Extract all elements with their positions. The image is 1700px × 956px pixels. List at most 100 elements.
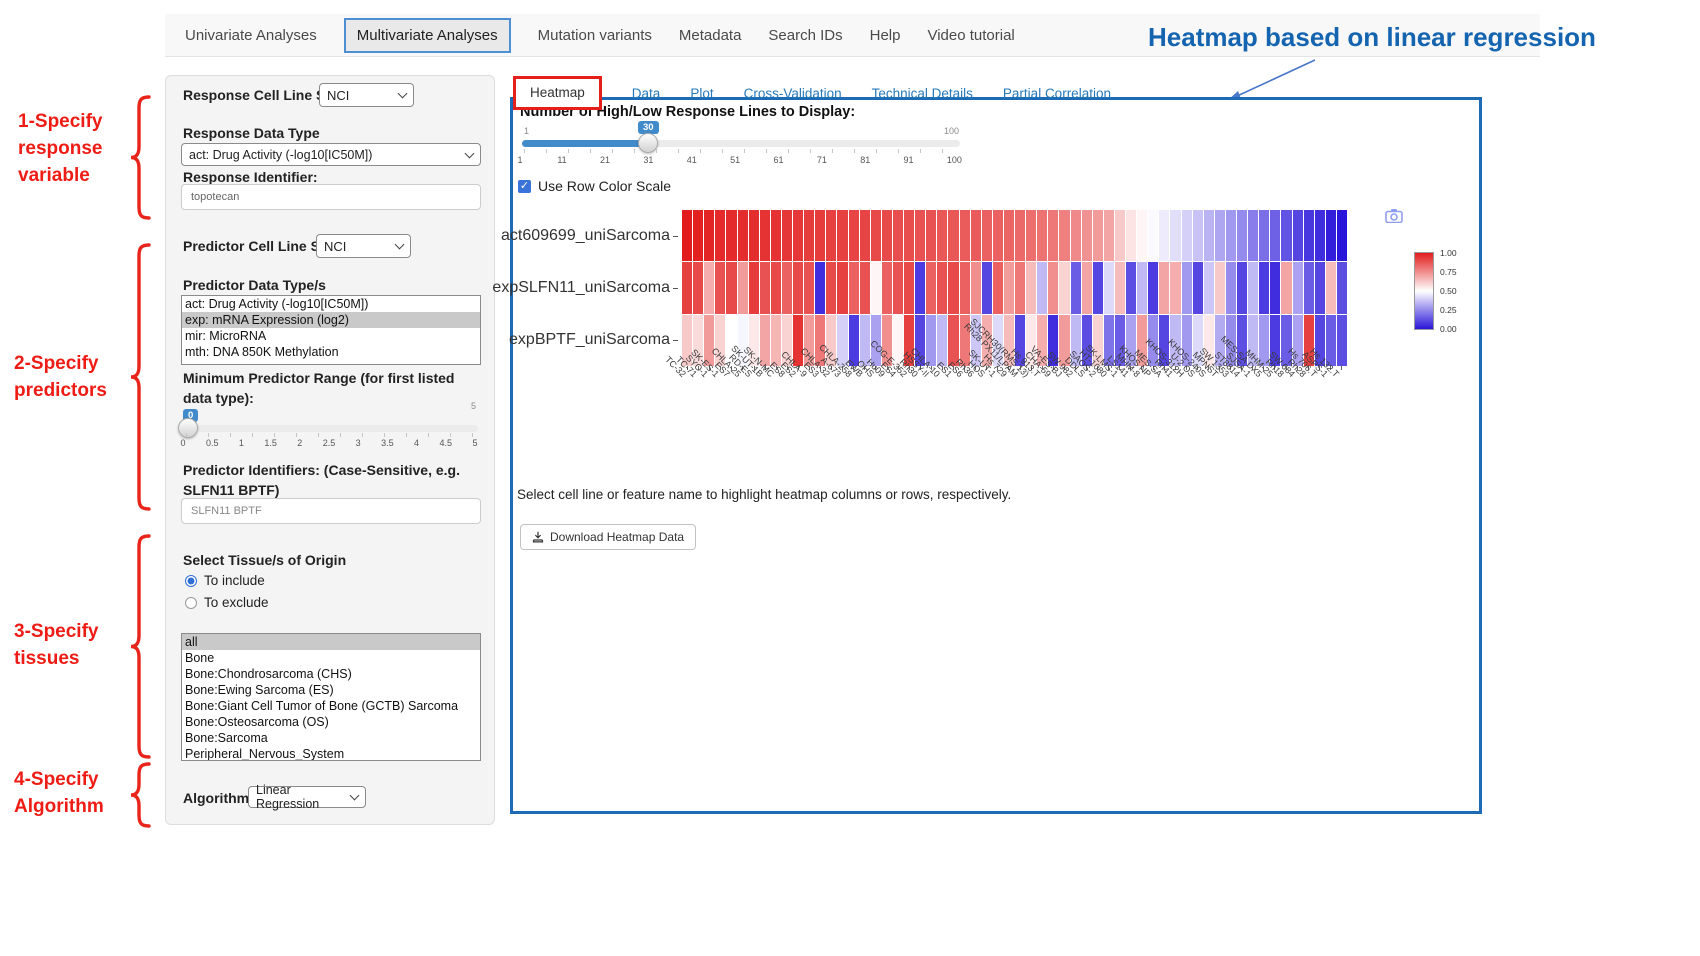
heatmap-cell[interactable] bbox=[1325, 262, 1336, 314]
heatmap-cell[interactable] bbox=[848, 262, 859, 314]
heatmap-cell[interactable] bbox=[737, 210, 748, 262]
heatmap-cell[interactable] bbox=[1248, 314, 1259, 366]
heatmap-cell[interactable] bbox=[1114, 314, 1125, 366]
heatmap-cell[interactable] bbox=[759, 314, 770, 366]
heatmap-cell[interactable] bbox=[1248, 210, 1259, 262]
heatmap-cell[interactable] bbox=[1214, 314, 1225, 366]
response-identifier-input[interactable] bbox=[181, 184, 481, 210]
heatmap-cell[interactable] bbox=[1237, 314, 1248, 366]
heatmap-cell[interactable] bbox=[759, 210, 770, 262]
heatmap-cell[interactable] bbox=[726, 210, 737, 262]
heatmap-cell[interactable] bbox=[1003, 262, 1014, 314]
heatmap-cell[interactable] bbox=[1170, 314, 1181, 366]
heatmap-cell[interactable] bbox=[1070, 262, 1081, 314]
heatmap-cell[interactable] bbox=[837, 262, 848, 314]
heatmap-cell[interactable] bbox=[1137, 210, 1148, 262]
heatmap-cell[interactable] bbox=[992, 262, 1003, 314]
heatmap-cell[interactable] bbox=[937, 314, 948, 366]
heatmap-cell[interactable] bbox=[770, 314, 781, 366]
tissue-option[interactable]: Peripheral_Nervous_System bbox=[185, 747, 345, 761]
download-heatmap-data-button[interactable]: Download Heatmap Data bbox=[520, 524, 697, 550]
heatmap-cell[interactable] bbox=[748, 210, 759, 262]
heatmap-cell[interactable] bbox=[1170, 210, 1181, 262]
heatmap-cell[interactable] bbox=[937, 210, 948, 262]
heatmap-cell[interactable] bbox=[926, 314, 937, 366]
heatmap-cell[interactable] bbox=[848, 210, 859, 262]
heatmap-cell[interactable] bbox=[1103, 210, 1114, 262]
heatmap-cell[interactable] bbox=[1103, 262, 1114, 314]
predictor-data-type-option[interactable]: exp: mRNA Expression (log2) bbox=[182, 312, 480, 328]
heatmap-cell[interactable] bbox=[915, 314, 926, 366]
heatmap-cell[interactable] bbox=[1203, 262, 1214, 314]
heatmap-cell[interactable] bbox=[1003, 314, 1014, 366]
heatmap-cell[interactable] bbox=[1114, 210, 1125, 262]
heatmap-cell[interactable] bbox=[1192, 262, 1203, 314]
heatmap-cell[interactable] bbox=[1059, 210, 1070, 262]
heatmap-cell[interactable] bbox=[826, 314, 837, 366]
heatmap-cell[interactable] bbox=[1214, 262, 1225, 314]
heatmap-cell[interactable] bbox=[815, 314, 826, 366]
use-row-color-scale-checkbox[interactable]: ✓ Use Row Color Scale bbox=[518, 178, 671, 194]
heatmap-cell[interactable] bbox=[1336, 210, 1347, 262]
heatmap-cell[interactable] bbox=[981, 210, 992, 262]
heatmap-cell[interactable] bbox=[693, 210, 704, 262]
heatmap-cell[interactable] bbox=[804, 262, 815, 314]
heatmap-cell[interactable] bbox=[1237, 262, 1248, 314]
heatmap-cell[interactable] bbox=[1081, 314, 1092, 366]
heatmap-cell[interactable] bbox=[1314, 262, 1325, 314]
tissue-radio-to-include[interactable]: To include bbox=[185, 573, 269, 588]
heatmap-cell[interactable] bbox=[759, 262, 770, 314]
heatmap-row-label[interactable]: expBPTF_uniSarcoma bbox=[490, 314, 678, 366]
heatmap-cell[interactable] bbox=[1126, 210, 1137, 262]
heatmap-cell[interactable] bbox=[970, 262, 981, 314]
tissue-option[interactable]: all bbox=[182, 634, 480, 650]
min-predictor-range-slider[interactable] bbox=[184, 425, 478, 432]
heatmap-cell[interactable] bbox=[859, 210, 870, 262]
nav-item-multivariate-analyses[interactable]: Multivariate Analyses bbox=[343, 17, 511, 53]
radio-icon[interactable] bbox=[185, 574, 197, 587]
heatmap-cell[interactable] bbox=[1181, 210, 1192, 262]
heatmap-cell[interactable] bbox=[793, 262, 804, 314]
heatmap-cell[interactable] bbox=[1192, 210, 1203, 262]
tab-heatmap[interactable]: Heatmap bbox=[530, 85, 585, 100]
predictor-data-type-option[interactable]: mir: MicroRNA bbox=[185, 329, 267, 343]
tab-cross-validation[interactable]: Cross-Validation bbox=[743, 85, 842, 101]
heatmap-cell[interactable] bbox=[1048, 262, 1059, 314]
heatmap-cell[interactable] bbox=[748, 314, 759, 366]
heatmap-cell[interactable] bbox=[1225, 314, 1236, 366]
heatmap-cell[interactable] bbox=[1148, 314, 1159, 366]
heatmap-cell[interactable] bbox=[881, 262, 892, 314]
heatmap-cell[interactable] bbox=[1137, 262, 1148, 314]
heatmap-cell[interactable] bbox=[1114, 262, 1125, 314]
heatmap-cell[interactable] bbox=[892, 262, 903, 314]
heatmap-cell[interactable] bbox=[1003, 210, 1014, 262]
heatmap-cell[interactable] bbox=[1292, 210, 1303, 262]
heatmap-cell[interactable] bbox=[1081, 262, 1092, 314]
heatmap-cell[interactable] bbox=[726, 314, 737, 366]
heatmap-cell[interactable] bbox=[904, 314, 915, 366]
heatmap-cell[interactable] bbox=[848, 314, 859, 366]
heatmap-cell[interactable] bbox=[1059, 314, 1070, 366]
heatmap-cell[interactable] bbox=[704, 262, 715, 314]
heatmap-cell[interactable] bbox=[1248, 262, 1259, 314]
response-data-type-select[interactable]: act: Drug Activity (-log10[IC50M]) bbox=[181, 143, 481, 166]
heatmap-cell[interactable] bbox=[1303, 210, 1314, 262]
nav-item-mutation-variants[interactable]: Mutation variants bbox=[537, 26, 652, 44]
heatmap-cell[interactable] bbox=[837, 314, 848, 366]
heatmap-cell[interactable] bbox=[1048, 314, 1059, 366]
heatmap-cell[interactable] bbox=[1092, 314, 1103, 366]
algorithm-select[interactable]: Linear Regression bbox=[248, 783, 366, 811]
heatmap-cell[interactable] bbox=[937, 262, 948, 314]
heatmap-cell[interactable] bbox=[1159, 262, 1170, 314]
heatmap-cell[interactable] bbox=[1159, 210, 1170, 262]
heatmap-cell[interactable] bbox=[859, 262, 870, 314]
heatmap-cell[interactable] bbox=[915, 210, 926, 262]
heatmap-cell[interactable] bbox=[804, 314, 815, 366]
heatmap-cell[interactable] bbox=[737, 314, 748, 366]
heatmap-cell[interactable] bbox=[1026, 210, 1037, 262]
nav-item-help[interactable]: Help bbox=[869, 26, 901, 44]
heatmap-cell[interactable] bbox=[892, 314, 903, 366]
heatmap-row-label[interactable]: act609699_uniSarcoma bbox=[490, 210, 678, 262]
heatmap-cell[interactable] bbox=[1281, 262, 1292, 314]
heatmap-cell[interactable] bbox=[715, 262, 726, 314]
